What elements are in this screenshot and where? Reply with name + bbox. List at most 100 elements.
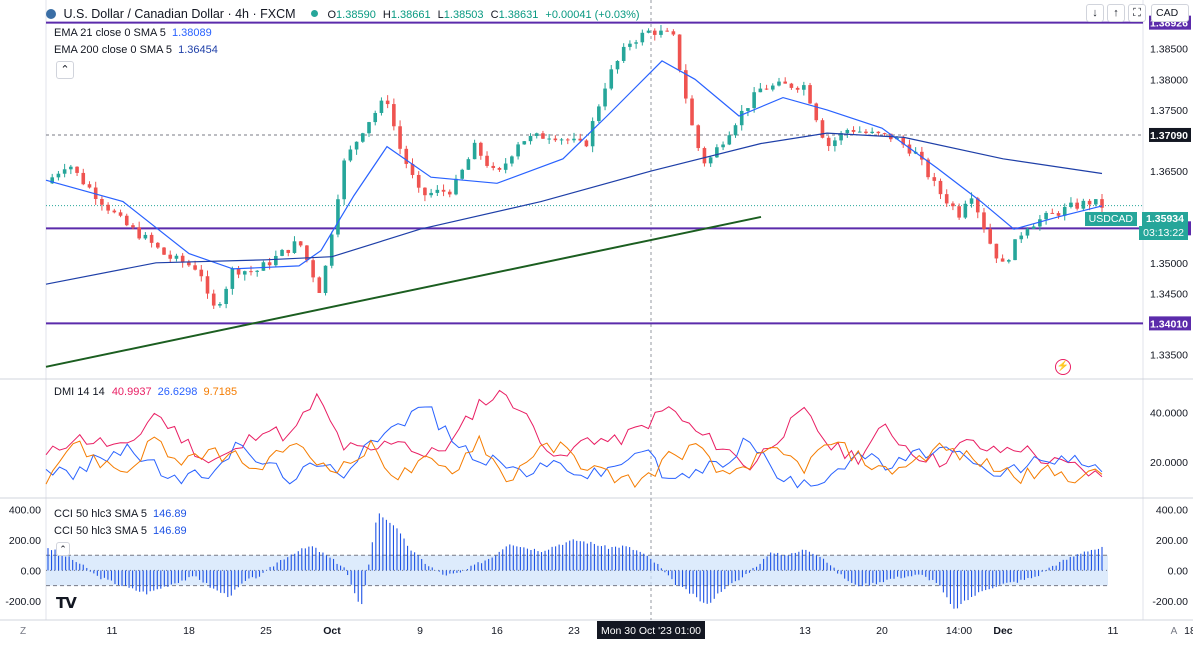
candle-body[interactable] — [590, 121, 595, 147]
candle-body[interactable] — [733, 125, 738, 136]
candle-body[interactable] — [342, 160, 346, 200]
candle-body[interactable] — [75, 166, 79, 173]
candle-body[interactable] — [659, 30, 663, 35]
candle-body[interactable] — [1093, 199, 1098, 205]
candle-body[interactable] — [479, 142, 483, 156]
price-pane[interactable] — [45, 0, 1143, 620]
candle-body[interactable] — [795, 87, 800, 90]
candle-body[interactable] — [503, 163, 508, 170]
candle-body[interactable] — [236, 268, 241, 275]
candle-body[interactable] — [69, 166, 73, 170]
tradingview-logo[interactable]: TV — [56, 594, 77, 612]
candle-body[interactable] — [392, 104, 396, 127]
trendline[interactable] — [45, 215, 762, 368]
candle-body[interactable] — [739, 110, 744, 126]
candle-body[interactable] — [628, 43, 632, 47]
candle-body[interactable] — [727, 135, 732, 145]
candle-body[interactable] — [814, 103, 819, 121]
candle-body[interactable] — [199, 269, 204, 277]
candle-body[interactable] — [684, 70, 688, 99]
candle-body[interactable] — [715, 147, 719, 158]
candle-body[interactable] — [491, 165, 496, 168]
candle-body[interactable] — [100, 198, 104, 205]
candle-body[interactable] — [1025, 228, 1030, 236]
candle-body[interactable] — [615, 60, 620, 70]
zoom-icon[interactable]: Z — [20, 626, 26, 637]
ema21-line[interactable] — [45, 60, 1103, 270]
currency-select[interactable]: CAD — [1151, 4, 1189, 22]
candle-body[interactable] — [789, 83, 794, 88]
candle-body[interactable] — [572, 138, 576, 141]
candle-body[interactable] — [528, 135, 533, 142]
candle-body[interactable] — [466, 159, 471, 170]
candle-body[interactable] — [547, 138, 551, 140]
candle-body[interactable] — [261, 262, 266, 271]
candle-body[interactable] — [56, 173, 61, 178]
candle-body[interactable] — [174, 255, 179, 259]
candle-body[interactable] — [81, 172, 86, 185]
candle-body[interactable] — [833, 140, 837, 147]
candle-body[interactable] — [597, 106, 601, 122]
lightning-icon[interactable]: ⚡ — [1055, 359, 1071, 375]
candle-body[interactable] — [938, 180, 943, 195]
candle-body[interactable] — [242, 271, 247, 275]
candle-body[interactable] — [994, 243, 999, 259]
dmi-plus-line[interactable] — [45, 389, 1103, 478]
candle-body[interactable] — [802, 85, 806, 90]
candle-body[interactable] — [770, 85, 775, 90]
candle-body[interactable] — [621, 46, 626, 61]
candle-body[interactable] — [112, 210, 117, 213]
candle-body[interactable] — [671, 31, 676, 35]
candle-body[interactable] — [205, 276, 210, 294]
candle-body[interactable] — [808, 85, 812, 104]
candle-body[interactable] — [62, 169, 67, 174]
adx-line[interactable] — [45, 434, 1103, 489]
candle-body[interactable] — [882, 133, 887, 135]
candle-body[interactable] — [1019, 235, 1024, 240]
candle-body[interactable] — [820, 120, 825, 138]
candle-body[interactable] — [982, 212, 986, 229]
candle-body[interactable] — [920, 151, 924, 160]
collapse-cci-button[interactable]: ⌃ — [56, 542, 70, 556]
symbol-title[interactable]: U.S. Dollar / Canadian Dollar · 4h · FXC… — [63, 7, 296, 21]
cci-legend-1[interactable]: CCI 50 hlc3 SMA 5 146.89 — [54, 508, 187, 520]
candle-body[interactable] — [944, 194, 949, 204]
candle-body[interactable] — [870, 131, 874, 133]
candle-body[interactable] — [1050, 212, 1055, 214]
scroll-up-button[interactable]: ↑ — [1107, 4, 1125, 22]
candle-body[interactable] — [329, 234, 334, 266]
candle-body[interactable] — [584, 140, 589, 147]
candle-body[interactable] — [963, 203, 968, 218]
candle-body[interactable] — [1100, 199, 1104, 208]
candle-body[interactable] — [758, 88, 763, 93]
scroll-down-button[interactable]: ↓ — [1086, 4, 1104, 22]
candle-body[interactable] — [988, 228, 992, 244]
candle-body[interactable] — [93, 187, 98, 199]
candle-body[interactable] — [1062, 207, 1067, 216]
candle-body[interactable] — [305, 245, 309, 261]
candle-body[interactable] — [702, 148, 707, 164]
candle-body[interactable] — [87, 184, 92, 188]
candle-body[interactable] — [472, 142, 477, 160]
candle-body[interactable] — [1044, 212, 1048, 220]
candle-body[interactable] — [323, 265, 328, 293]
candle-body[interactable] — [168, 254, 173, 259]
candle-body[interactable] — [404, 148, 409, 164]
candle-body[interactable] — [373, 112, 378, 123]
candle-body[interactable] — [398, 126, 402, 149]
candle-body[interactable] — [187, 262, 191, 266]
candle-body[interactable] — [410, 163, 415, 175]
collapse-legend-button[interactable]: ⌃ — [56, 61, 74, 79]
candle-body[interactable] — [118, 212, 123, 216]
candle-body[interactable] — [951, 203, 955, 207]
candle-body[interactable] — [249, 271, 253, 273]
candle-body[interactable] — [1081, 200, 1086, 209]
candle-body[interactable] — [957, 206, 961, 218]
candle-body[interactable] — [969, 198, 974, 204]
candle-body[interactable] — [149, 234, 154, 243]
candle-body[interactable] — [292, 241, 297, 253]
candle-body[interactable] — [361, 133, 365, 142]
candle-body[interactable] — [1038, 219, 1042, 227]
candle-body[interactable] — [522, 141, 527, 145]
